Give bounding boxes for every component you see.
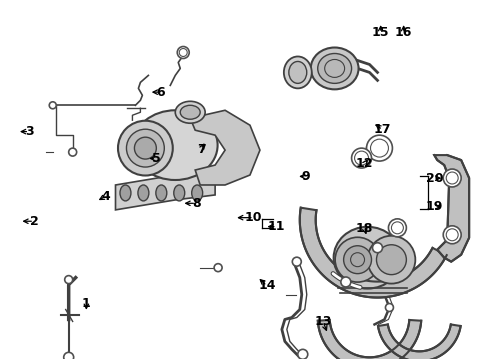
Polygon shape [300, 208, 447, 298]
Text: 17: 17 [374, 123, 392, 136]
Ellipse shape [343, 246, 371, 274]
Ellipse shape [311, 48, 359, 89]
Ellipse shape [192, 185, 203, 201]
Ellipse shape [284, 57, 312, 88]
Text: 11: 11 [268, 220, 286, 233]
Text: 16: 16 [395, 27, 412, 40]
Ellipse shape [69, 148, 76, 156]
Ellipse shape [293, 257, 301, 266]
Ellipse shape [367, 135, 392, 161]
Text: 20: 20 [426, 172, 443, 185]
Ellipse shape [352, 148, 371, 168]
Text: 1: 1 [82, 297, 91, 310]
Text: 8: 8 [192, 197, 200, 210]
Ellipse shape [174, 185, 185, 201]
Ellipse shape [389, 219, 406, 237]
Ellipse shape [118, 121, 173, 176]
Ellipse shape [443, 226, 461, 244]
Text: 4: 4 [101, 190, 110, 203]
Text: 5: 5 [152, 152, 161, 165]
Ellipse shape [368, 236, 416, 284]
Ellipse shape [156, 185, 167, 201]
Ellipse shape [180, 105, 200, 119]
Ellipse shape [177, 46, 189, 58]
Text: 19: 19 [426, 201, 443, 213]
Ellipse shape [376, 245, 406, 275]
Ellipse shape [214, 264, 222, 272]
Ellipse shape [138, 185, 149, 201]
Ellipse shape [64, 352, 74, 360]
Text: 9: 9 [302, 170, 310, 183]
Text: 3: 3 [25, 125, 34, 138]
Text: 13: 13 [315, 315, 332, 328]
Text: 15: 15 [372, 27, 390, 40]
Polygon shape [378, 324, 461, 360]
Text: 12: 12 [356, 157, 373, 170]
Ellipse shape [133, 110, 218, 180]
Ellipse shape [318, 54, 352, 84]
Ellipse shape [65, 276, 73, 284]
Ellipse shape [175, 101, 205, 123]
Text: 7: 7 [196, 143, 205, 156]
Ellipse shape [386, 303, 393, 311]
Polygon shape [190, 110, 260, 185]
Ellipse shape [335, 237, 380, 282]
Ellipse shape [443, 169, 461, 187]
Text: 10: 10 [245, 211, 263, 224]
Ellipse shape [298, 349, 308, 359]
Polygon shape [318, 320, 421, 360]
Ellipse shape [289, 62, 307, 84]
Ellipse shape [126, 129, 164, 167]
Ellipse shape [120, 185, 131, 201]
Ellipse shape [341, 277, 351, 287]
Text: 18: 18 [356, 222, 373, 235]
Polygon shape [434, 155, 469, 262]
Ellipse shape [49, 102, 56, 109]
Text: 2: 2 [30, 215, 39, 228]
Text: 14: 14 [258, 279, 276, 292]
Ellipse shape [134, 137, 156, 159]
Polygon shape [116, 168, 215, 210]
Text: 6: 6 [157, 86, 165, 99]
Ellipse shape [334, 227, 401, 289]
Ellipse shape [372, 243, 383, 253]
